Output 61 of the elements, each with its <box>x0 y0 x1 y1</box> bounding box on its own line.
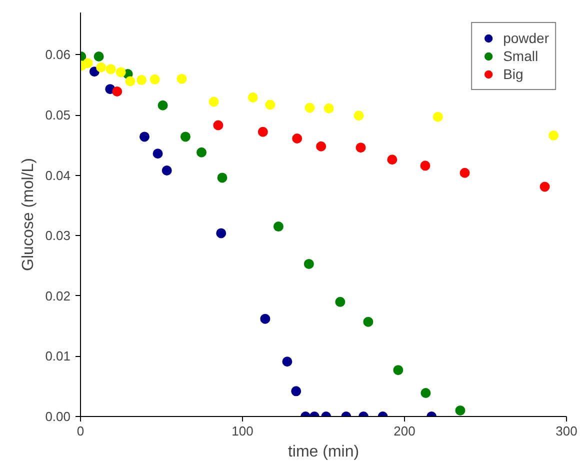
point <box>460 168 470 178</box>
y-tick-label: 0.02 <box>45 288 71 304</box>
point <box>176 74 187 84</box>
point <box>304 258 314 269</box>
point <box>208 96 219 107</box>
point <box>94 52 104 62</box>
x-axis-title: time (min) <box>288 444 360 460</box>
point <box>292 134 302 144</box>
point <box>420 160 430 171</box>
point <box>548 130 559 140</box>
point <box>248 92 258 103</box>
legend-label: powder <box>503 29 549 47</box>
point <box>216 228 226 238</box>
point <box>82 58 93 68</box>
point <box>324 103 334 114</box>
point <box>258 126 268 137</box>
point <box>196 147 207 158</box>
point <box>387 154 398 165</box>
point <box>162 165 172 176</box>
point <box>217 172 228 183</box>
y-tick-label: 0.06 <box>45 47 71 62</box>
point <box>420 388 431 398</box>
point <box>282 356 292 367</box>
point <box>96 62 106 72</box>
point <box>304 102 315 113</box>
y-tick-label: 0.04 <box>45 168 71 183</box>
point <box>432 112 443 122</box>
point <box>316 141 326 152</box>
legend-label: Big <box>503 65 524 83</box>
point <box>265 100 276 110</box>
point <box>335 296 346 307</box>
y-tick-label: 0.03 <box>45 228 71 244</box>
x-tick-label: 100 <box>232 424 254 438</box>
point <box>273 222 284 232</box>
point <box>152 148 163 159</box>
point <box>139 132 150 142</box>
y-tick-label: 0.01 <box>45 348 71 364</box>
x-tick-label: 300 <box>556 424 578 438</box>
point <box>158 100 168 110</box>
point <box>356 142 366 153</box>
y-tick-label: 0.05 <box>45 108 71 123</box>
point <box>112 86 122 96</box>
point <box>540 182 550 192</box>
point <box>291 386 302 396</box>
point <box>136 75 147 86</box>
point <box>455 405 466 416</box>
y-tick-label: 0.00 <box>45 409 71 424</box>
point <box>260 314 270 324</box>
point <box>393 365 404 376</box>
x-tick-label: 200 <box>394 424 416 438</box>
y-axis-title: Glucose (mol/L) <box>20 158 38 271</box>
point <box>116 67 126 78</box>
point <box>106 64 116 74</box>
point <box>180 132 190 142</box>
point <box>213 120 224 130</box>
x-tick-label: 0 <box>76 424 84 438</box>
point <box>363 316 374 327</box>
point <box>150 74 160 84</box>
point <box>354 110 364 121</box>
legend-label: Small <box>503 47 538 65</box>
point <box>125 76 136 86</box>
